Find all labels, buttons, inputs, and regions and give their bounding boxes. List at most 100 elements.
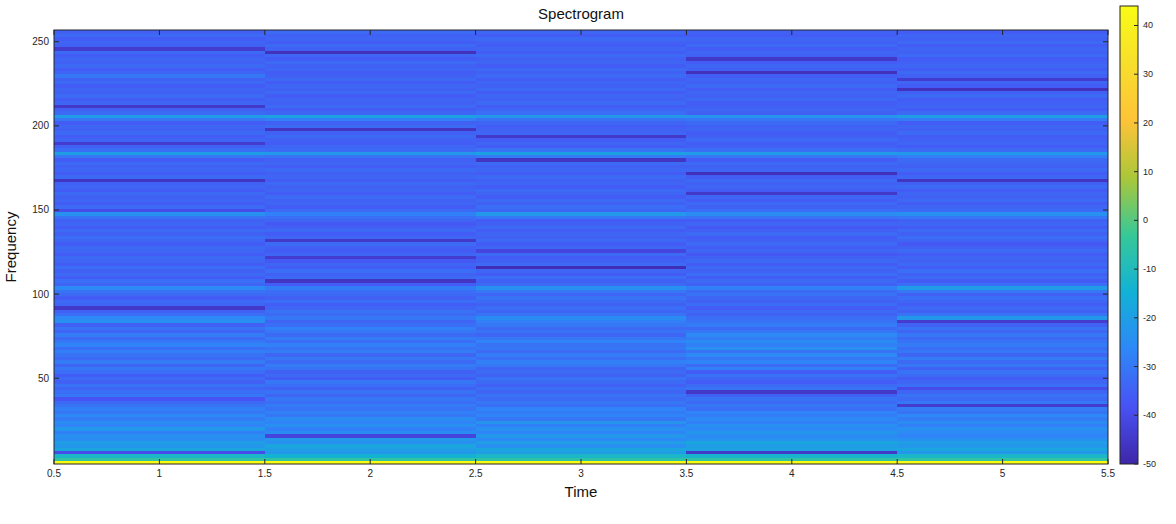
colorbar-tick-label: 10 xyxy=(1143,167,1153,177)
x-tick xyxy=(791,30,792,35)
cell xyxy=(476,380,687,384)
cell xyxy=(265,282,476,286)
cell xyxy=(476,178,687,182)
cell xyxy=(897,94,1108,98)
cell xyxy=(265,128,476,132)
cell xyxy=(897,97,1108,101)
cell xyxy=(476,232,687,236)
cell xyxy=(265,195,476,199)
cell xyxy=(54,161,265,165)
cell xyxy=(686,101,897,105)
cell xyxy=(265,218,476,222)
cell xyxy=(897,47,1108,51)
cell xyxy=(476,208,687,212)
cell xyxy=(54,279,265,283)
cell xyxy=(54,181,265,185)
cell xyxy=(54,346,265,350)
x-tick xyxy=(1002,30,1003,35)
cell xyxy=(476,400,687,404)
cell xyxy=(54,91,265,95)
cell xyxy=(897,360,1108,364)
cell xyxy=(686,70,897,74)
cell xyxy=(54,427,265,431)
x-tick-label: 5 xyxy=(1000,468,1006,479)
cell xyxy=(686,40,897,44)
cell xyxy=(897,303,1108,307)
cell xyxy=(265,272,476,276)
cell xyxy=(897,363,1108,367)
cell xyxy=(686,440,897,444)
cell xyxy=(897,64,1108,68)
cell xyxy=(897,296,1108,300)
cell xyxy=(54,255,265,259)
y-tick-label: 150 xyxy=(32,204,49,215)
cell xyxy=(476,138,687,142)
cell xyxy=(476,114,687,118)
cell xyxy=(476,353,687,357)
cell xyxy=(265,212,476,216)
cell xyxy=(54,138,265,142)
cell xyxy=(54,397,265,401)
cell xyxy=(476,434,687,438)
cell xyxy=(54,440,265,444)
cell xyxy=(265,356,476,360)
cell xyxy=(265,360,476,364)
colorbar-tick xyxy=(1134,366,1138,367)
cell xyxy=(897,171,1108,175)
y-tick xyxy=(1103,209,1108,210)
cell xyxy=(476,249,687,253)
cell xyxy=(54,249,265,253)
y-tick-label: 200 xyxy=(32,120,49,131)
cell xyxy=(54,282,265,286)
cell xyxy=(897,430,1108,434)
colorbar-tick-label: 40 xyxy=(1143,20,1153,30)
cell xyxy=(476,212,687,216)
cell xyxy=(897,417,1108,421)
cell xyxy=(476,165,687,169)
cell xyxy=(54,451,265,455)
cell xyxy=(54,70,265,74)
cell xyxy=(686,437,897,441)
x-tick xyxy=(264,459,265,464)
cell xyxy=(265,427,476,431)
cell xyxy=(265,191,476,195)
cell xyxy=(476,424,687,428)
cell xyxy=(897,350,1108,354)
cell xyxy=(897,451,1108,455)
cell xyxy=(476,228,687,232)
cell xyxy=(54,296,265,300)
cell xyxy=(686,47,897,51)
cell xyxy=(476,440,687,444)
cell xyxy=(54,232,265,236)
cell xyxy=(897,336,1108,340)
cell xyxy=(686,289,897,293)
cell xyxy=(686,80,897,84)
cell xyxy=(476,154,687,158)
cell xyxy=(897,249,1108,253)
cell xyxy=(686,165,897,169)
cell xyxy=(686,202,897,206)
cell xyxy=(897,161,1108,165)
cell xyxy=(897,292,1108,296)
cell xyxy=(54,336,265,340)
cell xyxy=(476,363,687,367)
cell xyxy=(897,212,1108,216)
cell xyxy=(265,70,476,74)
cell xyxy=(54,417,265,421)
cell xyxy=(54,393,265,397)
cell xyxy=(897,175,1108,179)
cell xyxy=(265,333,476,337)
cell xyxy=(265,117,476,121)
cells xyxy=(54,30,1108,464)
x-tick xyxy=(54,30,55,35)
cell xyxy=(265,178,476,182)
cell xyxy=(476,269,687,273)
x-tick xyxy=(159,459,160,464)
cell xyxy=(54,292,265,296)
cell xyxy=(265,141,476,145)
colorbar-tick-label: 30 xyxy=(1143,69,1153,79)
cell xyxy=(897,232,1108,236)
chart: 0.511.522.533.544.555.550100150200250Spe… xyxy=(0,0,1176,524)
cell xyxy=(265,370,476,374)
x-tick-label: 0.5 xyxy=(47,468,61,479)
